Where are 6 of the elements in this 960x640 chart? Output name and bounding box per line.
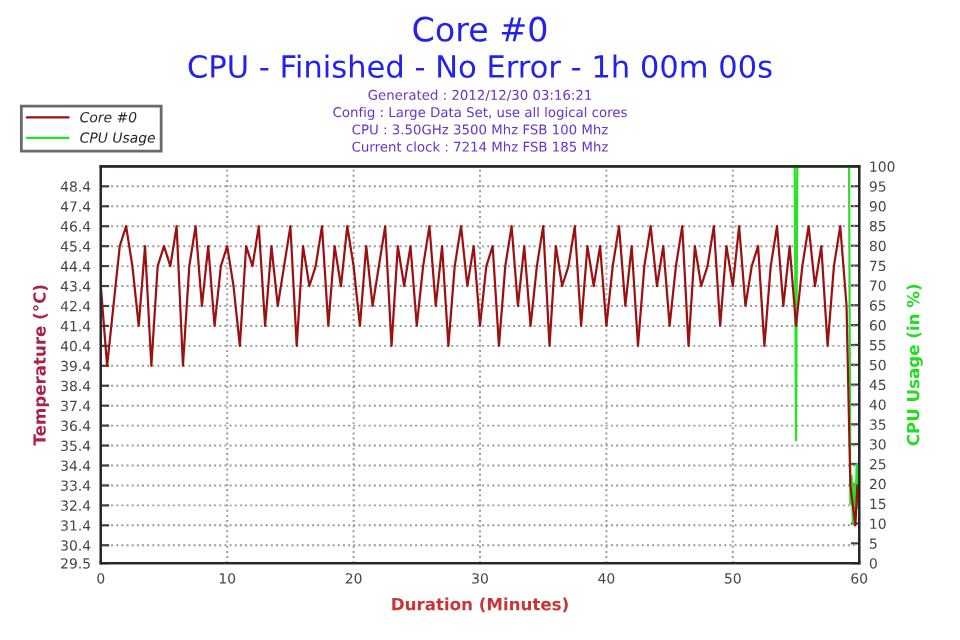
chart-title: Core #0 [413, 16, 547, 42]
line-series [100, 225, 860, 527]
y-axis-title: Temperature (°C) [32, 285, 50, 446]
y2-axis-title: CPU Usage (in %) [906, 284, 923, 446]
x-axis-title: Duration (Minutes) [392, 597, 568, 613]
chart-subtitle: CPU - Finished - No Error - 1h 00m 00s [188, 54, 772, 79]
